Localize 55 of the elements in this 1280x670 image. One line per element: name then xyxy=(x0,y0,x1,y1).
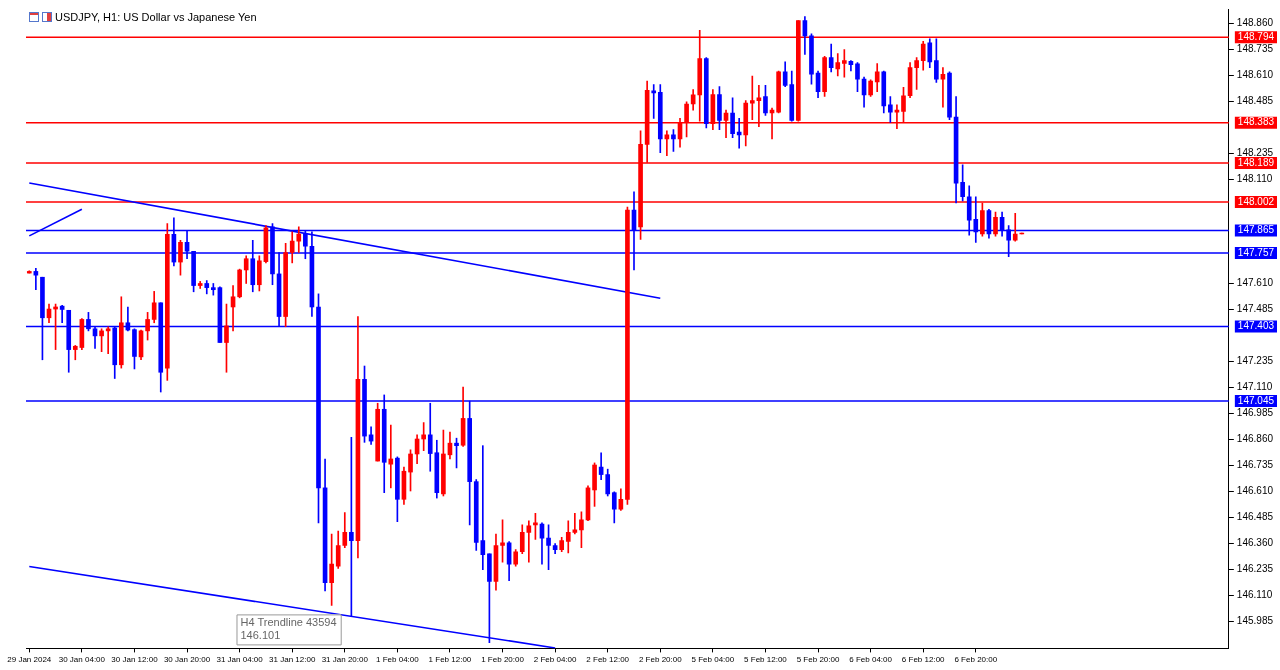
y-tick-label: 148.610 xyxy=(1236,69,1274,81)
y-tick-label: 148.110 xyxy=(1236,173,1273,185)
candlestick xyxy=(526,520,532,563)
ref-line-label: 148.189 xyxy=(1237,156,1275,168)
x-tick-label: 30 Jan 04:00 xyxy=(58,655,106,665)
y-tick-label: 146.360 xyxy=(1236,537,1274,549)
y-tick-label: 148.735 xyxy=(1236,43,1274,55)
ref-line-label: 147.403 xyxy=(1237,320,1275,332)
x-tick-label: 1 Feb 04:00 xyxy=(376,655,420,665)
x-tick-label: 6 Feb 04:00 xyxy=(849,655,893,665)
ref-line-label: 147.757 xyxy=(1237,246,1275,258)
ref-line-label: 148.383 xyxy=(1237,116,1275,128)
x-tick-label: 30 Jan 12:00 xyxy=(111,655,159,665)
y-tick-label: 146.985 xyxy=(1236,407,1274,419)
y-tick-label: 146.610 xyxy=(1236,485,1274,497)
x-tick-label: 5 Feb 12:00 xyxy=(744,655,788,665)
x-tick-label: 29 Jan 2024 xyxy=(7,655,52,665)
ref-line-label: 147.045 xyxy=(1237,394,1275,406)
y-tick-label: 145.985 xyxy=(1236,615,1274,627)
y-tick-label: 148.485 xyxy=(1236,95,1274,107)
candlestick xyxy=(211,283,216,296)
y-tick-label: 147.610 xyxy=(1236,277,1274,289)
candlestick xyxy=(749,75,755,120)
y-tick-label: 146.860 xyxy=(1236,433,1274,445)
x-tick-label: 2 Feb 12:00 xyxy=(586,655,630,665)
x-tick-label: 6 Feb 12:00 xyxy=(901,655,946,665)
y-tick-label: 148.860 xyxy=(1236,17,1274,29)
y-tick-label: 146.110 xyxy=(1236,589,1273,601)
ref-line-label: 148.794 xyxy=(1237,31,1275,43)
x-tick-label: 1 Feb 20:00 xyxy=(481,655,525,665)
x-tick-label: 30 Jan 20:00 xyxy=(163,655,211,665)
ref-line-label: 147.865 xyxy=(1237,224,1275,236)
y-tick-label: 147.485 xyxy=(1236,303,1274,315)
x-tick-label: 1 Feb 12:00 xyxy=(428,655,472,665)
candlestick xyxy=(388,424,394,489)
y-tick-label: 147.110 xyxy=(1236,381,1273,393)
x-tick-label: 31 Jan 20:00 xyxy=(321,655,369,665)
x-tick-label: 6 Feb 20:00 xyxy=(954,655,998,665)
x-tick-label: 31 Jan 04:00 xyxy=(216,655,264,665)
y-tick-label: 146.735 xyxy=(1236,459,1274,471)
chart-title: USDJPY, H1: US Dollar vs Japanese Yen xyxy=(55,11,257,23)
x-tick-label: 31 Jan 12:00 xyxy=(269,655,316,665)
ref-line-label: 148.002 xyxy=(1237,195,1275,207)
y-tick-label: 146.235 xyxy=(1236,563,1274,575)
y-tick-label: 146.485 xyxy=(1236,511,1274,523)
x-tick-label: 5 Feb 04:00 xyxy=(691,655,735,665)
x-tick-label: 5 Feb 20:00 xyxy=(796,655,840,665)
candlestick xyxy=(651,84,657,119)
y-tick-label: 147.235 xyxy=(1236,355,1274,367)
annotation: H4 Trendline 43594 146.101 xyxy=(240,616,337,642)
x-tick-label: 2 Feb 20:00 xyxy=(638,655,683,665)
candlestick xyxy=(664,130,670,156)
x-tick-label: 2 Feb 04:00 xyxy=(533,655,578,665)
candlestick xyxy=(105,326,111,354)
y-tick-label: 148.235 xyxy=(1236,147,1274,159)
